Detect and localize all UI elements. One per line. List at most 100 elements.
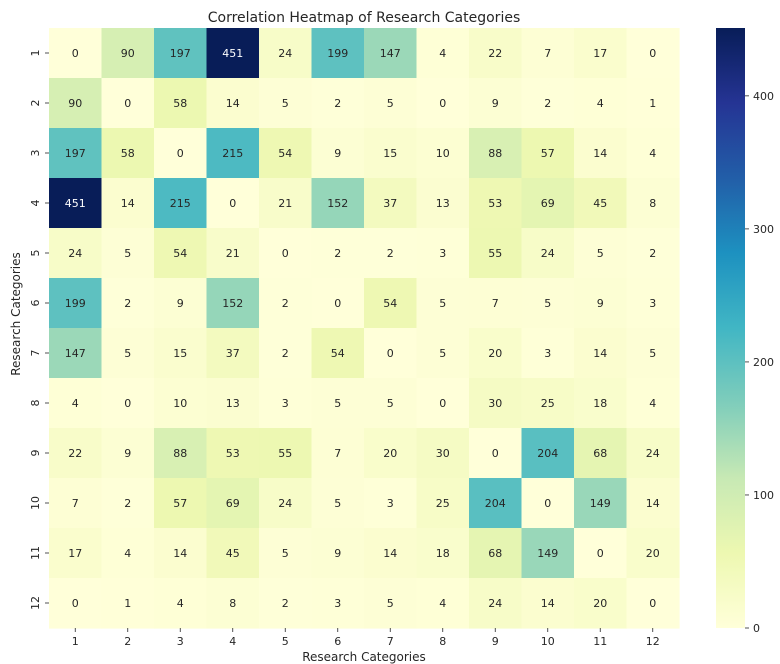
cell-value-label: 9 [492,97,499,110]
cell-value-label: 24 [278,47,292,60]
cell-value-label: 18 [593,397,607,410]
cell-value-label: 4 [439,47,446,60]
cell-value-label: 5 [124,247,131,260]
heatmap-cell [521,478,575,529]
cell-value-label: 5 [544,297,551,310]
cell-value-label: 55 [278,447,292,460]
heatmap-cell [626,528,680,579]
heatmap-cell [364,228,418,279]
heatmap-cell [469,378,523,429]
heatmap-cell [206,328,260,379]
heatmap-cell [626,228,680,279]
cell-value-label: 14 [226,97,240,110]
heatmap-cell [364,578,418,629]
heatmap-cell [206,78,260,129]
cell-value-label: 8 [229,597,236,610]
heatmap-cell [206,128,260,179]
heatmap-cell [259,578,313,629]
cell-value-label: 30 [488,397,502,410]
cell-value-label: 20 [488,347,502,360]
heatmap-cell [626,178,680,229]
colorbar-tick-label: 300 [753,223,774,236]
heatmap-cell [364,328,418,379]
heatmap-cell [574,178,628,229]
heatmap-cell [101,278,155,329]
heatmap-cell [49,128,103,179]
heatmap-cell [154,278,208,329]
cell-value-label: 9 [124,447,131,460]
cell-value-label: 21 [226,247,240,260]
cell-value-label: 1 [124,597,131,610]
cell-value-label: 3 [439,247,446,260]
heatmap-cell [521,228,575,279]
heatmap-cell [364,528,418,579]
heatmap-cell [364,178,418,229]
heatmap-cell [574,378,628,429]
cell-value-label: 3 [387,497,394,510]
heatmap-cell [416,78,470,129]
heatmap-cell [574,28,628,79]
heatmap-cell [469,328,523,379]
cell-value-label: 53 [226,447,240,460]
cell-value-label: 1 [649,97,656,110]
heatmap-cell [101,78,155,129]
cell-value-label: 0 [387,347,394,360]
cell-value-label: 90 [68,97,82,110]
y-tick-label: 11 [29,546,42,560]
cell-value-label: 10 [173,397,187,410]
cell-value-label: 0 [334,297,341,310]
heatmap-cell [364,428,418,479]
cell-value-label: 13 [226,397,240,410]
x-tick-label: 7 [387,635,394,648]
x-tick-label: 3 [177,635,184,648]
y-tick-label: 4 [29,200,42,207]
heatmap-cell [626,328,680,379]
cell-value-label: 10 [436,147,450,160]
cell-value-label: 54 [173,247,187,260]
heatmap-cell [101,428,155,479]
heatmap-cell [521,178,575,229]
heatmap-cell [49,378,103,429]
x-tick-label: 4 [229,635,236,648]
heatmap-cell [521,278,575,329]
cell-value-label: 5 [439,297,446,310]
heatmap-cell [49,328,103,379]
heatmap-cell [49,578,103,629]
heatmap-cell [416,128,470,179]
y-tick-label: 9 [29,450,42,457]
cell-value-label: 45 [226,547,240,560]
cell-value-label: 17 [68,547,82,560]
cell-value-label: 4 [439,597,446,610]
heatmap-cell [154,428,208,479]
heatmap-cell [49,278,103,329]
heatmap-cell [626,78,680,129]
cell-value-label: 69 [541,197,555,210]
cell-value-label: 9 [334,547,341,560]
cell-value-label: 4 [124,547,131,560]
cell-value-label: 9 [177,297,184,310]
cell-value-label: 149 [590,497,611,510]
heatmap-cell [521,28,575,79]
heatmap-cell [469,78,523,129]
heatmap-cell [206,28,260,79]
y-tick-label: 8 [29,400,42,407]
cell-value-label: 25 [436,497,450,510]
cell-value-label: 215 [170,197,191,210]
cell-value-label: 9 [597,297,604,310]
heatmap-cell [101,328,155,379]
cell-value-label: 9 [334,147,341,160]
cell-value-label: 147 [380,47,401,60]
heatmap-cell [469,528,523,579]
cell-value-label: 204 [485,497,506,510]
heatmap-cell [49,428,103,479]
heatmap-cell [574,478,628,529]
y-tick-label: 3 [29,150,42,157]
heatmap-cell [259,178,313,229]
colorbar-tick-label: 0 [753,622,760,635]
heatmap-cell [416,578,470,629]
cell-value-label: 54 [331,347,345,360]
heatmap-cell [154,528,208,579]
y-tick-label: 1 [29,50,42,57]
cell-value-label: 15 [383,147,397,160]
cell-value-label: 24 [488,597,502,610]
